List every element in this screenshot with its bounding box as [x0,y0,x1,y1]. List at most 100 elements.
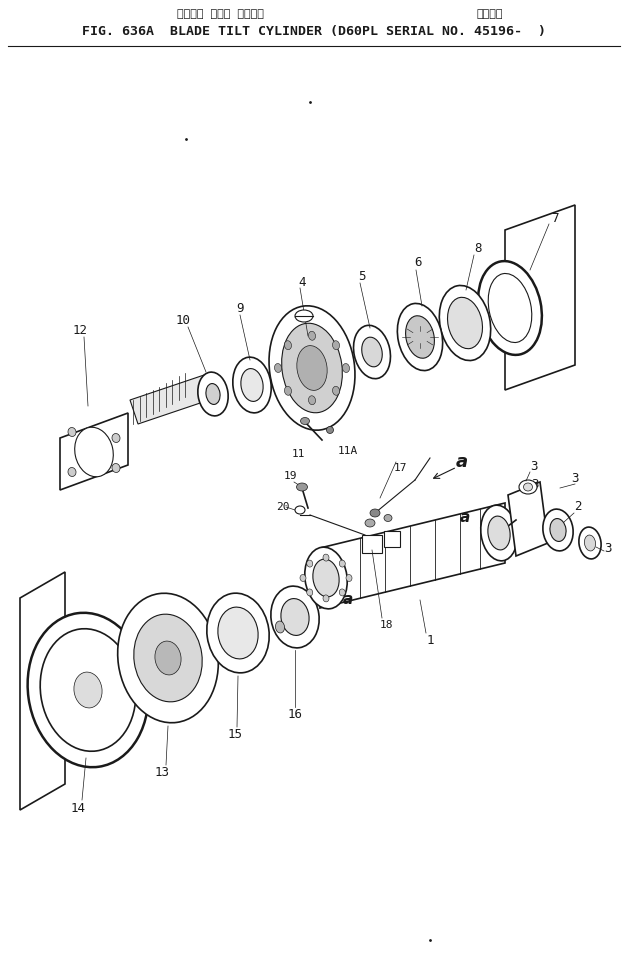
Ellipse shape [40,629,136,751]
Ellipse shape [524,483,533,491]
Polygon shape [20,572,65,810]
Ellipse shape [284,340,291,350]
Text: 18: 18 [379,620,392,630]
Ellipse shape [155,641,181,675]
Ellipse shape [206,384,220,404]
Ellipse shape [112,463,120,473]
Ellipse shape [579,527,601,559]
Ellipse shape [306,560,313,567]
Text: FIG. 636A  BLADE TILT CYLINDER (D60PL SERIAL NO. 45196-  ): FIG. 636A BLADE TILT CYLINDER (D60PL SER… [82,25,546,39]
Text: 19: 19 [283,471,297,481]
Ellipse shape [295,310,313,322]
Ellipse shape [342,364,350,372]
Ellipse shape [281,323,342,413]
Text: 17: 17 [393,463,407,473]
Text: 20: 20 [276,502,290,512]
Ellipse shape [274,364,281,372]
Text: 3: 3 [604,542,612,554]
Text: 2: 2 [574,501,582,513]
Ellipse shape [323,554,329,561]
Text: 8: 8 [474,242,482,254]
Ellipse shape [281,599,309,635]
Ellipse shape [28,613,148,767]
Ellipse shape [296,483,308,491]
Ellipse shape [112,433,120,443]
Ellipse shape [585,535,595,551]
Text: 3: 3 [530,460,538,474]
Ellipse shape [365,519,375,527]
Polygon shape [505,205,575,390]
Text: 11: 11 [291,449,305,459]
Ellipse shape [406,316,435,358]
Ellipse shape [301,418,310,425]
Ellipse shape [75,427,113,477]
Ellipse shape [550,518,566,542]
Ellipse shape [117,594,219,722]
Ellipse shape [398,304,443,370]
Text: 12: 12 [72,324,87,337]
Text: 14: 14 [70,802,85,814]
Text: 16: 16 [288,709,303,721]
Ellipse shape [481,505,517,561]
Ellipse shape [339,589,345,596]
Ellipse shape [478,261,542,355]
Ellipse shape [346,574,352,581]
Text: 11A: 11A [338,446,358,456]
Text: 9: 9 [236,302,244,314]
Ellipse shape [362,337,382,366]
Ellipse shape [308,332,315,340]
Ellipse shape [198,372,228,416]
Ellipse shape [305,547,347,609]
Ellipse shape [233,357,271,413]
Ellipse shape [271,586,319,648]
Ellipse shape [207,593,269,673]
Text: 3: 3 [531,479,539,491]
Ellipse shape [308,396,315,405]
Ellipse shape [354,325,391,379]
Bar [362,535,382,553]
Text: 7: 7 [551,212,559,224]
Text: 1: 1 [426,633,434,647]
Text: ブレード  チルト  シリンダ: ブレード チルト シリンダ [176,9,263,19]
Ellipse shape [74,672,102,708]
Ellipse shape [384,514,392,521]
Polygon shape [60,413,128,490]
Polygon shape [508,482,548,556]
Text: 6: 6 [414,256,422,270]
Ellipse shape [297,345,327,391]
Text: 15: 15 [227,728,242,742]
Text: 3: 3 [571,473,579,485]
Ellipse shape [68,467,76,477]
Ellipse shape [488,516,510,550]
Ellipse shape [284,386,291,396]
Ellipse shape [134,614,202,702]
Polygon shape [320,503,505,608]
Ellipse shape [327,426,333,433]
Ellipse shape [276,621,284,633]
Ellipse shape [332,386,340,396]
Text: 13: 13 [154,767,170,779]
Text: a: a [456,453,468,471]
Text: 5: 5 [358,270,365,282]
Ellipse shape [306,589,313,596]
Bar [384,531,400,547]
Text: 10: 10 [175,313,190,327]
Ellipse shape [295,506,305,514]
Ellipse shape [488,274,532,342]
Text: a: a [460,511,470,525]
Ellipse shape [313,559,339,597]
Ellipse shape [300,574,306,581]
Ellipse shape [218,607,258,659]
Ellipse shape [269,306,355,430]
Ellipse shape [440,285,490,361]
Ellipse shape [543,509,573,551]
Text: 適用号機: 適用号機 [477,9,503,19]
Ellipse shape [332,340,340,350]
Polygon shape [130,373,218,424]
Ellipse shape [519,480,537,494]
Ellipse shape [323,595,329,601]
Ellipse shape [448,297,482,349]
Ellipse shape [339,560,345,567]
Text: a: a [343,593,353,607]
Ellipse shape [68,427,76,436]
